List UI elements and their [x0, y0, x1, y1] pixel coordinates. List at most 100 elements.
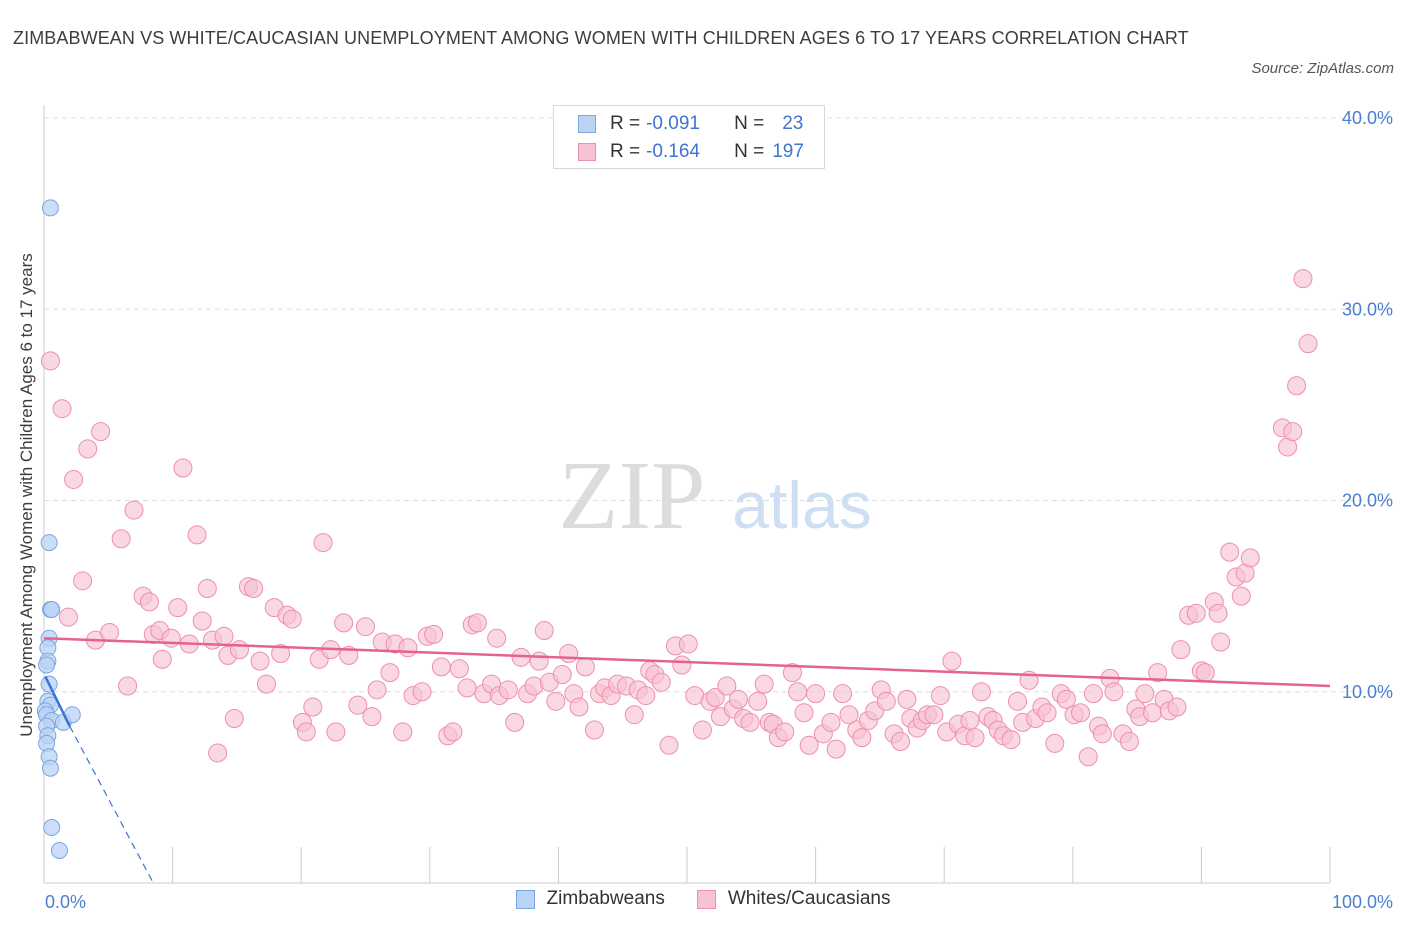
whites-caucasians-point [1240, 548, 1260, 568]
watermark: ZIP atlas [559, 442, 872, 550]
whites-caucasians-point [348, 695, 368, 715]
trend-lines [43, 636, 1331, 884]
whites-caucasians-point [1001, 730, 1021, 750]
whites-caucasians-point [546, 691, 566, 711]
tick-labels: 10.0% 20.0% 30.0% 40.0% 0.0% 100.0% [45, 108, 1393, 912]
legend-label: Zimbabweans [546, 888, 665, 909]
whites-caucasians-point [367, 680, 387, 700]
whites-caucasians-point [334, 613, 354, 633]
y-tick-label: 30.0% [1342, 299, 1393, 319]
whites-caucasians-point [192, 611, 212, 631]
whites-caucasians-point [569, 697, 589, 717]
y-tick-label: 10.0% [1342, 682, 1393, 702]
legend-label: Whites/Caucasians [727, 888, 891, 909]
r-value: -0.164 [646, 141, 700, 162]
whites-caucasians-point [692, 720, 712, 740]
whites-caucasians-point [1231, 586, 1251, 606]
whites-caucasians-point [443, 722, 463, 742]
legend-item-whites[interactable]: Whites/Caucasians [696, 888, 891, 910]
whites-caucasians-point [651, 672, 671, 692]
whites-caucasians-point [748, 691, 768, 711]
whites-caucasians-point [424, 624, 444, 644]
whites-caucasians-point [806, 684, 826, 704]
whites-caucasians-point [717, 676, 737, 696]
whites-caucasians-point [124, 500, 144, 520]
whites-caucasians-point [1167, 697, 1187, 717]
y-tick-label: 20.0% [1342, 491, 1393, 511]
chart-title: ZIMBABWEAN VS WHITE/CAUCASIAN UNEMPLOYME… [13, 28, 1189, 48]
whites-caucasians-point [244, 578, 264, 598]
whites-caucasians-point [1045, 733, 1065, 753]
whites-swatch [578, 143, 596, 161]
whites-caucasians-points [40, 269, 1318, 767]
whites-caucasians-point [1104, 682, 1124, 702]
whites-trend-line [43, 636, 1331, 688]
whites-caucasians-point [356, 617, 375, 637]
whites-caucasians-point [833, 684, 853, 704]
r-value: -0.091 [646, 113, 700, 134]
whites-caucasians-point [534, 621, 554, 641]
zimbabweans-point [38, 656, 56, 674]
whites-caucasians-point [876, 691, 896, 711]
whites-caucasians-point [1298, 334, 1318, 354]
whites-caucasians-point [118, 676, 138, 696]
whites-caucasians-point [412, 682, 432, 702]
whites-caucasians-point [449, 659, 469, 679]
n-value: 197 [772, 141, 804, 162]
whites-caucasians-point [505, 712, 525, 732]
whites-caucasians-point [559, 644, 579, 663]
whites-caucasians-point [1293, 269, 1313, 289]
whites-caucasians-point [250, 651, 270, 671]
zimbabweans-trend-extension [69, 725, 154, 884]
whites-caucasians-point [40, 351, 60, 371]
zimbabweans-points [36, 199, 81, 859]
whites-caucasians-point [897, 689, 917, 709]
whites-caucasians-point [1037, 703, 1057, 723]
n-value: 23 [782, 113, 804, 134]
whites-caucasians-point [852, 728, 872, 748]
whites-caucasians-point [624, 705, 644, 725]
whites-caucasians-point [672, 655, 692, 675]
whites-swatch [696, 889, 716, 909]
whites-caucasians-point [1148, 663, 1168, 683]
whites-caucasians-point [821, 712, 841, 732]
whites-caucasians-point [839, 705, 859, 725]
whites-caucasians-point [73, 571, 93, 591]
whites-caucasians-point [740, 712, 760, 732]
whites-caucasians-point [168, 598, 188, 618]
zimbabweans-point [41, 759, 59, 777]
series-legend: Zimbabweans Whites/Caucasians [0, 888, 1406, 910]
whites-caucasians-point [1220, 542, 1240, 562]
whites-caucasians-point [487, 628, 507, 648]
n-label: N = [734, 113, 765, 134]
whites-caucasians-point [1119, 731, 1139, 751]
whites-caucasians-point [971, 682, 991, 702]
whites-caucasians-point [229, 640, 249, 660]
whites-caucasians-point [728, 689, 748, 709]
whites-caucasians-point [965, 728, 985, 748]
whites-caucasians-point [393, 722, 413, 742]
whites-caucasians-point [398, 638, 418, 658]
whites-caucasians-point [826, 739, 846, 759]
whites-caucasians-point [91, 422, 111, 442]
x-tick-label: 0.0% [45, 892, 86, 912]
legend-item-zimbabweans[interactable]: Zimbabweans [515, 888, 665, 910]
whites-caucasians-point [890, 731, 910, 751]
whites-caucasians-point [1092, 724, 1112, 744]
zimbabweans-swatch [515, 889, 535, 909]
whites-caucasians-point [256, 674, 276, 694]
whites-caucasians-point [1283, 422, 1303, 442]
legend-row-zimbabweans: R = -0.091 N = 23 [578, 111, 803, 137]
x-tick-label: 100.0% [1332, 892, 1393, 912]
whites-caucasians-point [214, 626, 234, 646]
watermark-zip: ZIP [559, 442, 706, 550]
whites-caucasians-point [208, 743, 228, 763]
zimbabweans-point [41, 199, 59, 217]
whites-caucasians-point [161, 628, 181, 648]
zimbabweans-point [43, 819, 61, 837]
source-label: Source: ZipAtlas.com [1251, 60, 1394, 77]
whites-caucasians-point [58, 607, 78, 627]
whites-caucasians-point [1287, 376, 1307, 396]
whites-caucasians-point [1056, 689, 1076, 709]
